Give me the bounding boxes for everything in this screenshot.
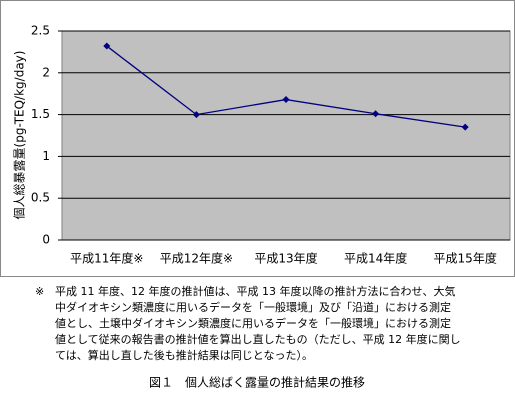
caption: 図１ 個人総ばく露量の推計結果の推移 — [149, 375, 365, 390]
note-line: ては、算出し直した後も推計結果は同じとなった）。 — [55, 348, 313, 362]
note-line: 値とし、土壌中ダイオキシン類濃度に用いるデータを「一般環境」における測定 — [55, 316, 451, 330]
x-tick-label: 平成12年度※ — [160, 251, 233, 266]
x-tick-label: 平成13年度 — [254, 251, 317, 266]
point-marker — [372, 110, 380, 118]
point-marker — [192, 111, 200, 119]
y-tick-label: 1 — [42, 149, 50, 163]
y-tick-label: 1.5 — [31, 107, 50, 121]
x-tick-label: 平成15年度 — [434, 251, 497, 266]
point-marker — [461, 123, 469, 131]
note-line: 平成 11 年度、12 年度の推計値は、平成 13 年度以降の推計方法に合わせ、… — [55, 284, 455, 298]
y-tick-label: 0.5 — [31, 191, 50, 205]
point-marker — [282, 96, 290, 104]
y-axis-label: 個人総暴露量(pg-TEQ/kg/day) — [13, 51, 27, 220]
y-tick-label: 2.5 — [31, 24, 50, 38]
x-tick-label: 平成11年度※ — [70, 251, 143, 266]
x-tick-label: 平成14年度 — [344, 251, 407, 266]
note-mark: ※ — [35, 285, 44, 298]
point-marker — [103, 42, 111, 50]
y-tick-label: 0 — [42, 233, 50, 247]
y-tick-label: 2 — [42, 65, 50, 79]
plot-area — [61, 30, 511, 241]
note-line: 値として従来の報告書の推計値を算出し直したもの（ただし、平成 12 年度に関し — [55, 332, 461, 346]
note-line: 中ダイオキシン類濃度に用いるデータを「一般環境」及び「沿道」における測定 — [55, 300, 451, 314]
